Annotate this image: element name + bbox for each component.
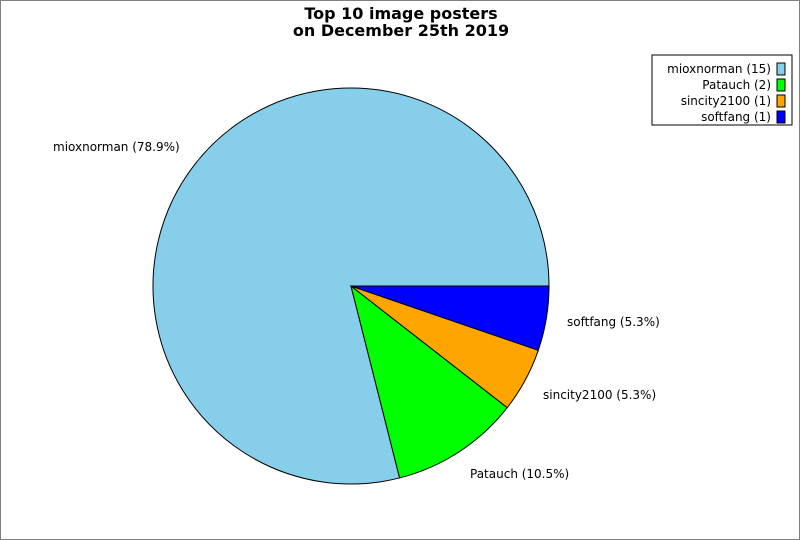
slice-label-sincity2100: sincity2100 (5.3%) — [543, 388, 656, 402]
pie-slice-mioxnorman — [152, 87, 550, 485]
legend-box — [651, 54, 793, 126]
slice-label-softfang: softfang (5.3%) — [567, 315, 660, 329]
legend-label-patauch: Patauch (2) — [702, 78, 771, 92]
pie-slice-labels: mioxnorman (78.9%) Patauch (10.5%) sincity… — [53, 140, 660, 481]
legend: mioxnorman (15) Patauch (2) sincity2100 (1… — [651, 54, 793, 126]
legend-label-softfang: softfang (1) — [701, 110, 771, 124]
legend-swatch-sincity2100 — [776, 94, 786, 108]
chart-title-line-2: on December 25th 2019 — [293, 21, 509, 40]
legend-swatch-softfang — [776, 110, 786, 124]
chart-title-line-1: Top 10 image posters — [304, 4, 497, 23]
legend-label-mioxnorman: mioxnorman (15) — [667, 62, 771, 76]
pie-slice-patauch — [350, 284, 508, 479]
slice-label-patauch: Patauch (10.5%) — [470, 467, 569, 481]
legend-label-sincity2100: sincity2100 (1) — [681, 94, 771, 108]
pie-slice-softfang — [350, 285, 550, 351]
legend-swatch-patauch — [776, 78, 786, 92]
legend-swatch-mioxnorman — [776, 62, 786, 76]
pie-slices — [152, 87, 550, 485]
slice-label-mioxnorman: mioxnorman (78.9%) — [53, 140, 180, 154]
